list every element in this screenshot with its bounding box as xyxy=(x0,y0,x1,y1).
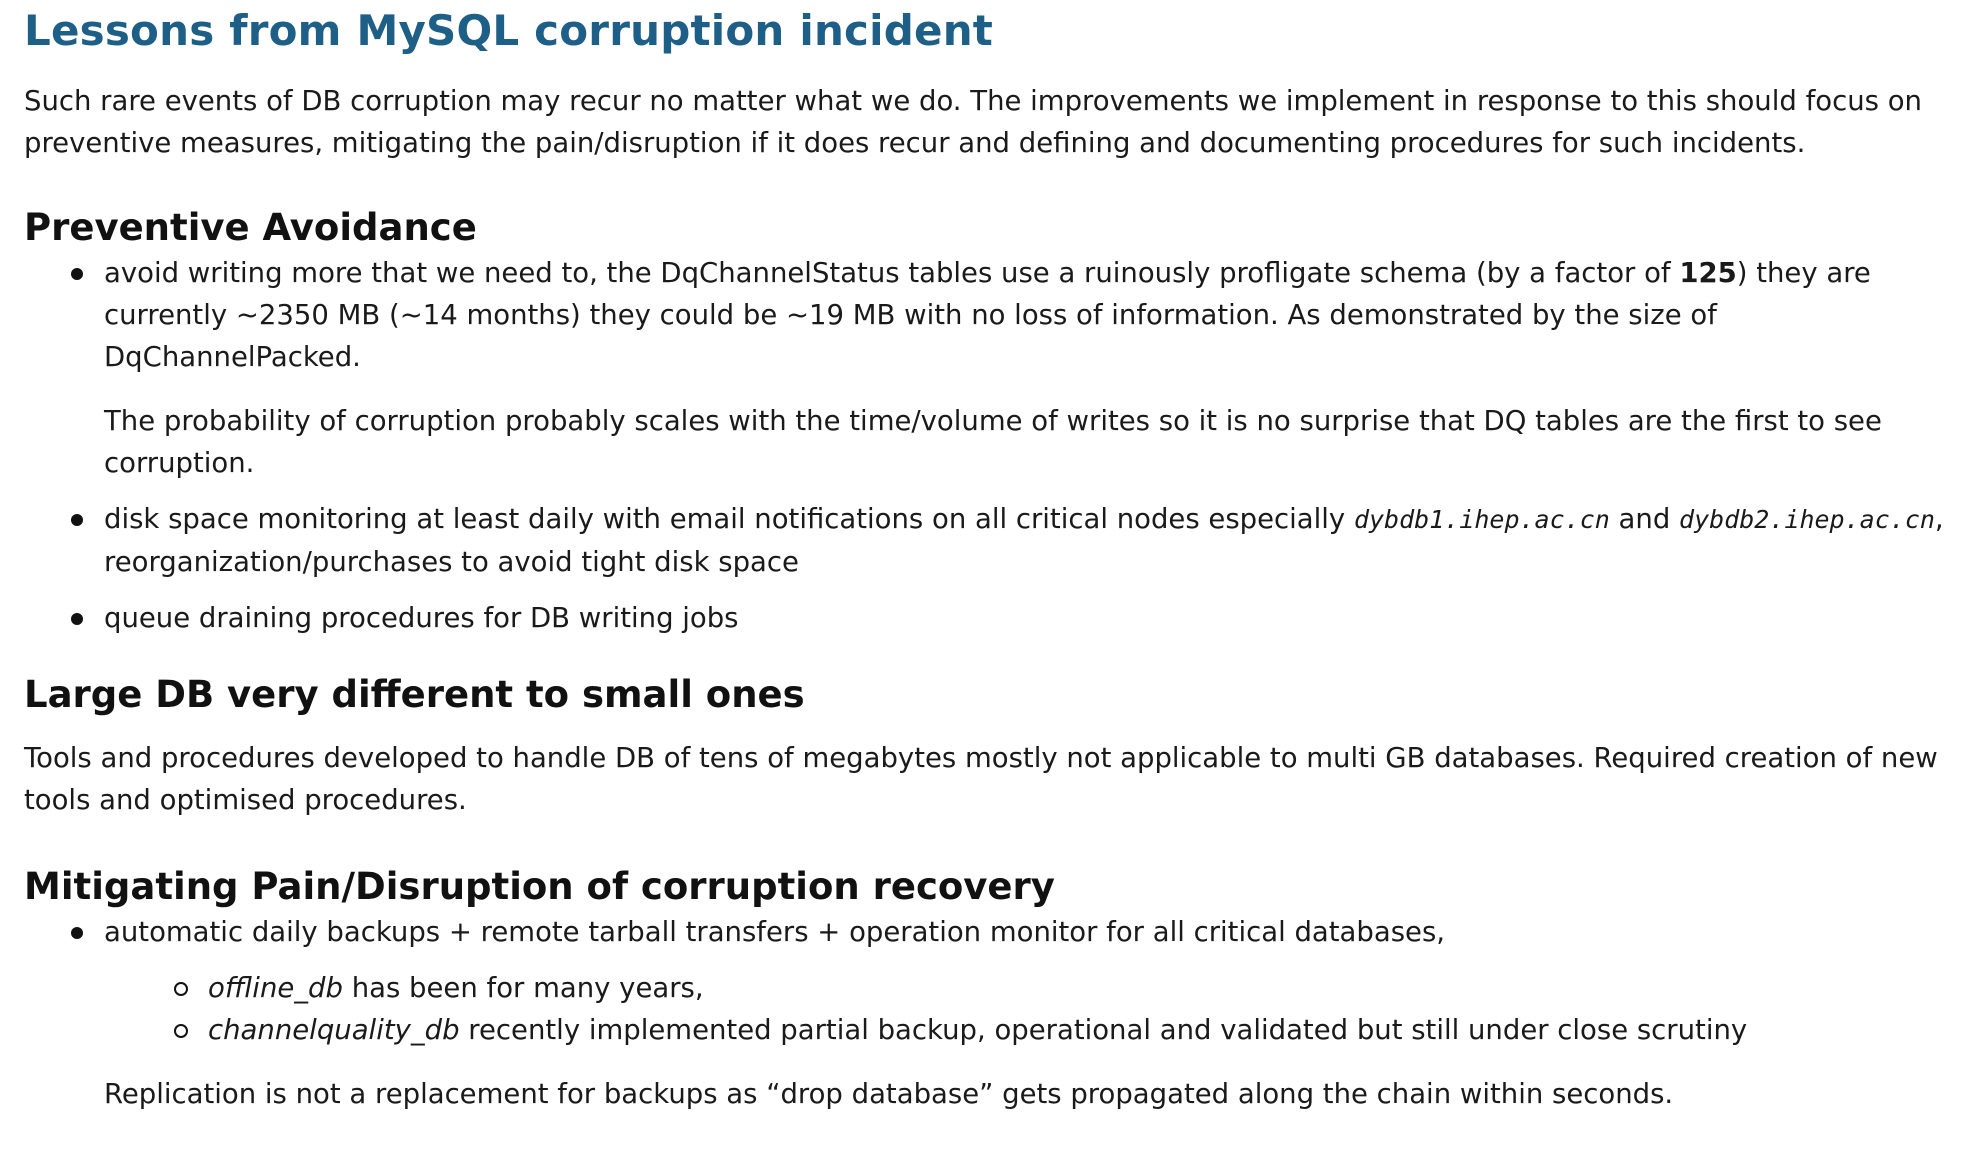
factor-value: 125 xyxy=(1679,257,1737,289)
list-item: queue draining procedures for DB writing… xyxy=(71,597,1950,639)
item-text: ) they are currently ~2350 MB (~14 month… xyxy=(104,257,1871,373)
bullet-circle-icon xyxy=(174,982,188,996)
item-note-paragraph: The probability of corruption probably s… xyxy=(104,405,1882,479)
item-text: automatic daily backups + remote tarball… xyxy=(104,916,1446,948)
item-text: avoid writing more that we need to, the … xyxy=(104,257,1680,289)
list-item: disk space monitoring at least daily wit… xyxy=(71,498,1950,583)
mitigating-list: automatic daily backups + remote tarball… xyxy=(24,911,1950,1115)
page-title: Lessons from MySQL corruption incident xyxy=(24,6,994,55)
item-text: , reorganization/purchases to avoid tigh… xyxy=(104,503,1944,578)
sublist-item: offline_db has been for many years, xyxy=(174,967,1950,1009)
large-db-paragraph: Tools and procedures developed to handle… xyxy=(24,742,1938,816)
list-item: automatic daily backups + remote tarball… xyxy=(71,911,1950,1115)
section-heading-mitigating: Mitigating Pain/Disruption of corruption… xyxy=(24,865,1055,908)
section-heading-large-db: Large DB very different to small ones xyxy=(24,673,805,716)
bullet-dot-icon xyxy=(71,268,83,280)
backup-sublist: offline_db has been for many years, chan… xyxy=(104,967,1950,1051)
sublist-text: has been for many years, xyxy=(342,972,704,1004)
sublist-text: recently implemented partial backup, ope… xyxy=(459,1014,1748,1046)
bullet-dot-icon xyxy=(71,927,83,939)
bullet-circle-icon xyxy=(174,1024,188,1038)
replication-note-paragraph: Replication is not a replacement for bac… xyxy=(104,1078,1674,1110)
bullet-dot-icon xyxy=(71,613,83,625)
database-name: offline_db xyxy=(208,972,343,1004)
section-heading-preventive: Preventive Avoidance xyxy=(24,206,477,249)
sublist-item: channelquality_db recently implemented p… xyxy=(174,1009,1950,1051)
preventive-list: avoid writing more that we need to, the … xyxy=(24,252,1950,639)
list-item: avoid writing more that we need to, the … xyxy=(71,252,1950,484)
item-text: queue draining procedures for DB writing… xyxy=(104,602,739,634)
database-name: channelquality_db xyxy=(208,1014,460,1046)
hostname-code: dybdb1.ihep.ac.cn xyxy=(1353,505,1610,534)
bullet-dot-icon xyxy=(71,514,83,526)
item-text: and xyxy=(1609,503,1680,535)
intro-paragraph: Such rare events of DB corruption may re… xyxy=(24,85,1922,159)
hostname-code: dybdb2.ihep.ac.cn xyxy=(1679,505,1935,534)
item-text: disk space monitoring at least daily wit… xyxy=(104,503,1354,535)
